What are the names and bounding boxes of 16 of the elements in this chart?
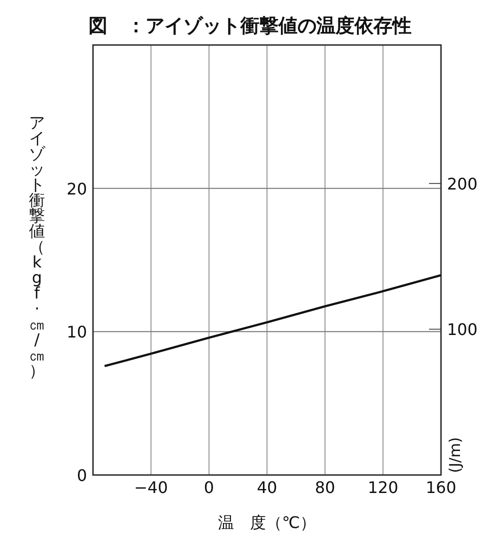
x-tick-label: 80 <box>314 478 336 497</box>
y2-tick-label: 100 <box>447 320 478 340</box>
y-tick-label: 20 <box>66 179 87 198</box>
x-tick-label: 160 <box>426 478 456 497</box>
line-series <box>104 274 442 368</box>
x-tick-label: −40 <box>134 478 168 497</box>
chart-title: 図 ：アイゾット衝撃値の温度依存性 <box>88 15 412 37</box>
y2-axis-title: (J/m) <box>446 437 464 473</box>
x-tick-label: 40 <box>256 478 278 497</box>
text: アイゾット衝撃値（kgf·㎝/㎝） <box>29 113 45 380</box>
x-tick-label: 120 <box>368 478 398 497</box>
y2-tick-label: 200 <box>447 174 478 194</box>
x-tick-label: 0 <box>204 478 214 497</box>
x-axis-title: 温 度（℃） <box>218 513 316 532</box>
y-tick-label: 0 <box>76 466 87 485</box>
y-tick-label: 10 <box>66 322 87 342</box>
